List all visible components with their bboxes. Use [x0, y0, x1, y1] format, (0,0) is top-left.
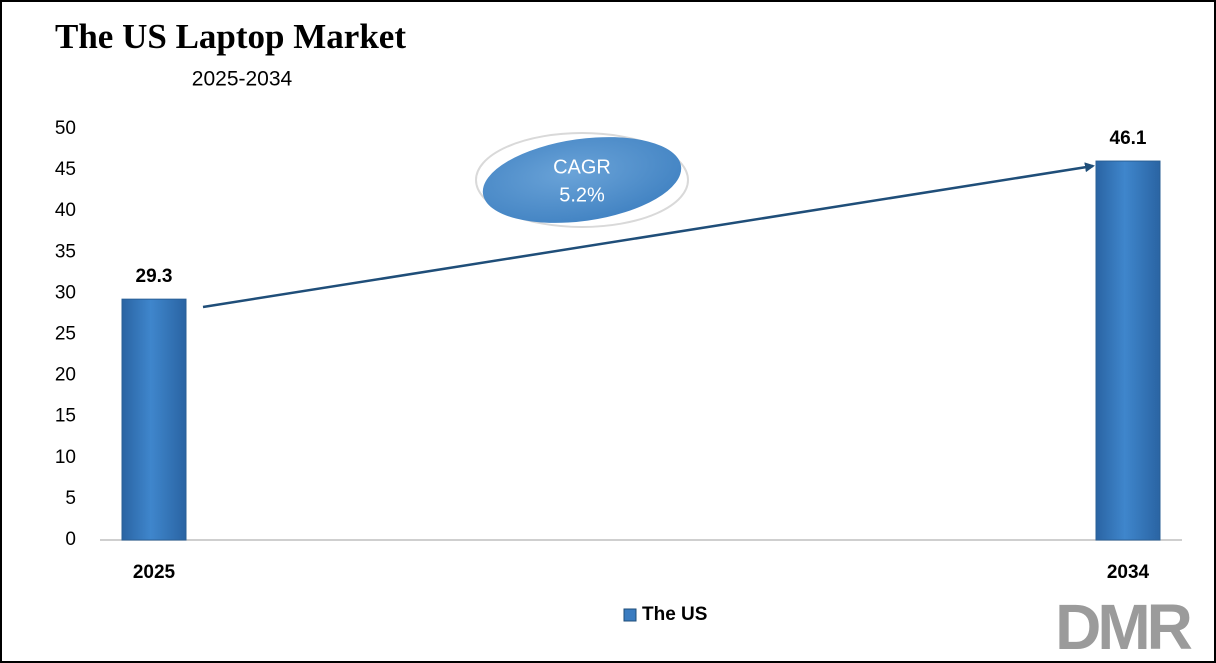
cagr-value: 5.2% [559, 184, 605, 206]
y-tick-label: 35 [55, 241, 76, 262]
chart-subtitle: 2025-2034 [192, 68, 293, 91]
x-tick-label: 2025 [133, 562, 176, 583]
legend-label: The US [642, 604, 707, 625]
y-tick-label: 5 [65, 488, 76, 509]
y-tick-label: 25 [55, 324, 76, 345]
y-tick-label: 0 [65, 529, 76, 550]
y-tick-label: 45 [55, 159, 76, 180]
y-tick-label: 50 [55, 118, 76, 139]
cagr-arrow [202, 162, 1095, 309]
x-tick-label: 2034 [1107, 562, 1150, 583]
chart-title: The US Laptop Market [55, 17, 406, 56]
y-tick-label: 30 [55, 282, 76, 303]
y-tick-label: 15 [55, 406, 76, 427]
data-label: 29.3 [136, 266, 173, 287]
cagr-bubble [482, 137, 682, 223]
y-tick-label: 20 [55, 365, 76, 386]
y-tick-label: 10 [55, 447, 76, 468]
bar [121, 298, 187, 541]
legend-swatch [623, 608, 637, 622]
cagr-label: CAGR [553, 156, 611, 178]
data-label: 46.1 [1110, 128, 1147, 149]
bar [1095, 160, 1161, 541]
y-tick-label: 40 [55, 200, 76, 221]
watermark: DMR [1055, 591, 1192, 663]
